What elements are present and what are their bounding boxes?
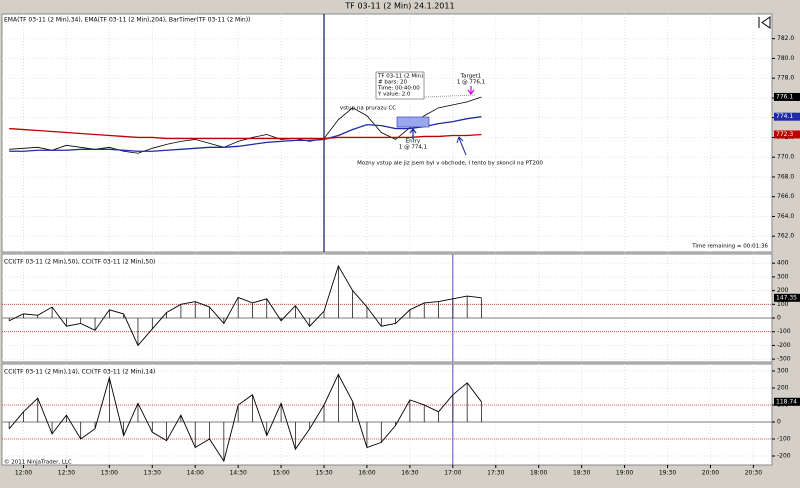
x-tick-label: 14:00: [187, 470, 204, 477]
x-tick-label: 20:30: [745, 470, 762, 477]
y-tick-label: 0: [777, 315, 781, 322]
measure-line: [423, 94, 477, 98]
y-tick-label: -200: [777, 452, 791, 459]
y-tick-label: 766.0: [777, 193, 794, 200]
indicator-label: CCI(TF 03-11 (2 Min),50), CCI(TF 03-11 (…: [4, 259, 155, 266]
entry-zone: [396, 116, 430, 128]
copyright: © 2011 NinjaTrader, LLC: [4, 459, 72, 466]
last-value-box: [774, 293, 800, 302]
annotation: Mozny vstup ale jiz jsem byl v obchode, …: [357, 161, 543, 167]
x-tick-label: 13:00: [101, 470, 118, 477]
last-value-box: [774, 112, 800, 121]
cci14-panel: [1, 363, 773, 466]
x-tick-label: 19:00: [616, 470, 633, 477]
y-tick-label: 762.0: [777, 233, 794, 240]
y-tick-label: 200: [777, 287, 789, 294]
price-panel: [1, 13, 773, 253]
target-arrow: [467, 86, 475, 95]
info-line: Time: 00:40:00: [377, 86, 420, 92]
cci50-panel: [1, 253, 773, 363]
y-tick-label: -100: [777, 435, 791, 442]
indicator-label: CCI(TF 03-11 (2 Min),14), CCI(TF 03-11 (…: [4, 369, 155, 376]
y-tick-label: 100: [777, 301, 789, 308]
indicator-label: EMA(TF 03-11 (2 Min),34), EMA(TF 03-11 (…: [4, 17, 250, 24]
y-tick-label: 0: [777, 418, 781, 425]
last-value-box: [774, 130, 800, 139]
note-arrow: [456, 136, 467, 156]
x-tick-label: 12:30: [58, 470, 75, 477]
y-tick-label: 768.0: [777, 173, 794, 180]
x-tick-label: 20:00: [702, 470, 719, 477]
x-tick-label: 17:30: [487, 470, 504, 477]
y-tick-label: 200: [777, 384, 789, 391]
price-line: [9, 127, 482, 140]
last-value: 774.1: [776, 113, 793, 120]
nav-arrow: [761, 16, 771, 29]
last-value: 118.74: [776, 398, 797, 405]
info-line: Y value: 2.0: [377, 92, 411, 98]
x-tick-label: 15:00: [272, 470, 289, 477]
y-tick-label: 770.0: [777, 154, 794, 161]
y-tick-label: 764.0: [777, 213, 794, 220]
last-value: 772.3: [776, 131, 793, 138]
info-line: TF 03-11 (2 Min): [377, 74, 423, 80]
window-title: TF 03-11 (2 Min) 24.1.2011: [344, 2, 454, 11]
x-tick-label: 12:00: [15, 470, 32, 477]
annotation: Target1: [460, 74, 482, 80]
y-tick-label: 300: [777, 367, 789, 374]
x-tick-label: 17:00: [444, 470, 461, 477]
x-tick-label: 15:30: [315, 470, 332, 477]
x-tick-label: 19:30: [659, 470, 676, 477]
info-box: [375, 71, 425, 100]
annotation: 1 @ 774,1: [399, 145, 427, 151]
y-tick-label: 300: [777, 273, 789, 280]
y-tick-label: 778.0: [777, 75, 794, 82]
cci-line: [8, 264, 482, 347]
annotation: 1 @ 776,1: [457, 80, 485, 86]
last-value: 147.35: [776, 294, 797, 301]
x-tick-label: 18:30: [573, 470, 590, 477]
y-tick-label: -300: [777, 356, 791, 363]
y-tick-label: 782.0: [777, 35, 794, 42]
y-tick-label: 400: [777, 260, 789, 267]
x-tick-label: 13:30: [144, 470, 161, 477]
time-remaining: Time remaining = 00:01:36: [691, 244, 768, 250]
last-value: 776.1: [776, 93, 793, 100]
x-tick-label: 16:00: [358, 470, 375, 477]
annotation: vstup na prurazu CC: [340, 106, 396, 112]
last-value-box: [774, 92, 800, 101]
y-tick-label: 780.0: [777, 55, 794, 62]
entry-arrow: [409, 128, 417, 139]
price-line: [9, 116, 482, 152]
annotation: Entry: [406, 139, 421, 145]
info-line: # bars: 20: [378, 80, 407, 86]
nav-icons[interactable]: [758, 16, 771, 29]
price-line: [9, 96, 482, 154]
last-value-box: [774, 397, 800, 406]
y-tick-label: -100: [777, 328, 791, 335]
x-tick-label: 16:30: [401, 470, 418, 477]
x-tick-label: 18:00: [530, 470, 547, 477]
y-tick-label: -200: [777, 342, 791, 349]
cci-line: [8, 373, 482, 463]
x-tick-label: 14:30: [230, 470, 247, 477]
